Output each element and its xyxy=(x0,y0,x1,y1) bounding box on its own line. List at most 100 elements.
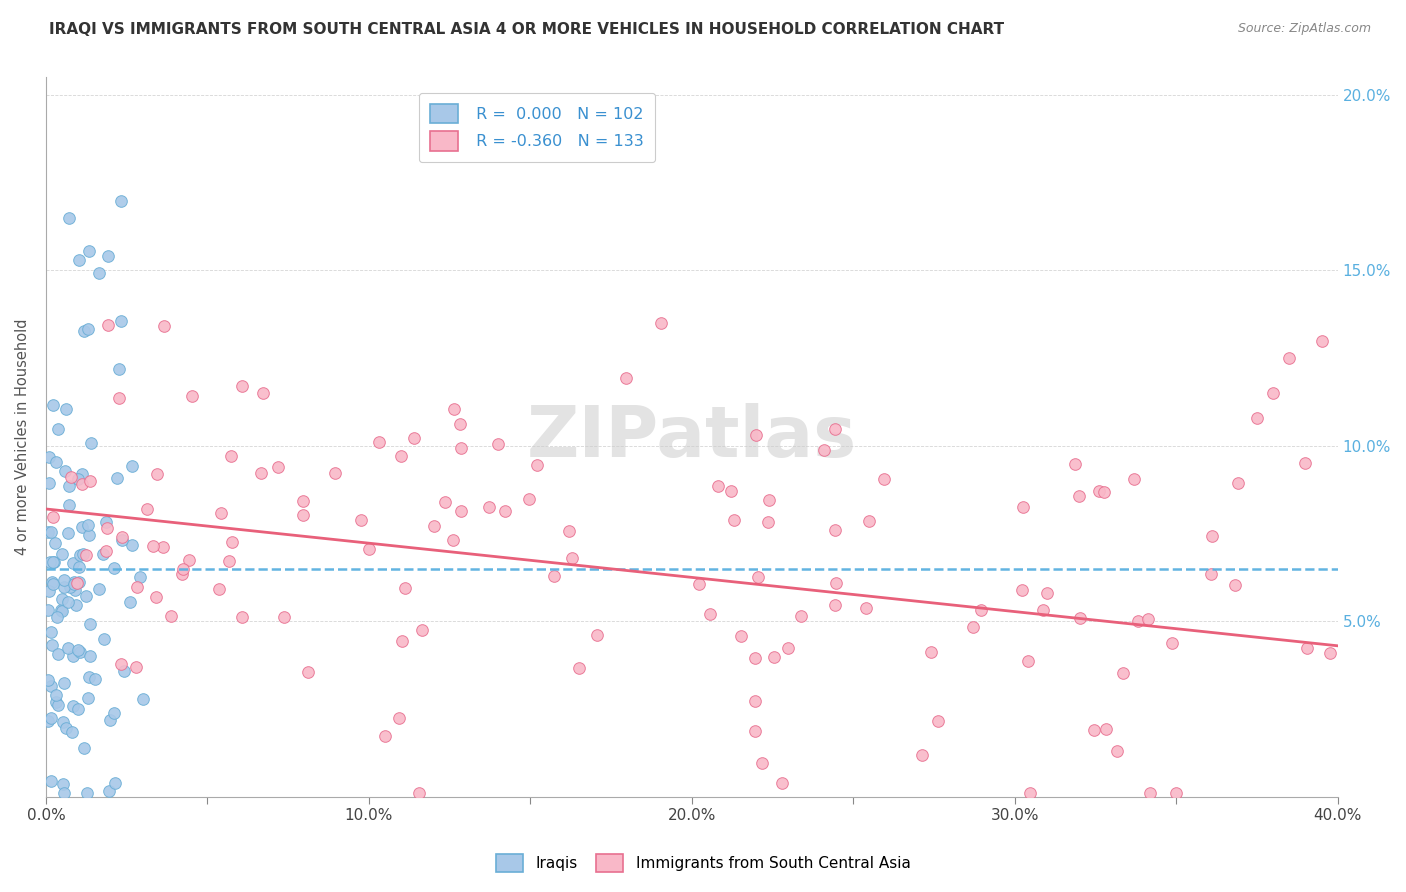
Point xyxy=(45,455,67,469)
Point xyxy=(1278,351,1301,365)
Point xyxy=(94,544,117,558)
Point xyxy=(367,434,389,449)
Point xyxy=(52,675,75,690)
Point xyxy=(103,561,125,575)
Point xyxy=(39,555,62,569)
Point xyxy=(707,479,730,493)
Point xyxy=(93,632,115,646)
Point xyxy=(970,603,993,617)
Point xyxy=(1246,410,1268,425)
Point xyxy=(142,539,165,553)
Point xyxy=(252,385,274,400)
Point xyxy=(97,318,120,333)
Point xyxy=(1069,611,1091,625)
Point xyxy=(49,603,72,617)
Point xyxy=(1319,646,1341,660)
Point xyxy=(962,619,984,633)
Point xyxy=(135,502,157,516)
Point xyxy=(1310,334,1333,348)
Point xyxy=(778,640,800,655)
Point xyxy=(855,600,877,615)
Point xyxy=(124,660,146,674)
Point xyxy=(517,492,540,507)
Point xyxy=(323,466,346,480)
Point xyxy=(1095,722,1118,736)
Point xyxy=(108,391,131,405)
Point xyxy=(83,672,105,686)
Text: Source: ZipAtlas.com: Source: ZipAtlas.com xyxy=(1237,22,1371,36)
Point xyxy=(37,673,59,687)
Point xyxy=(825,576,848,591)
Point xyxy=(756,516,779,530)
Point xyxy=(41,624,63,639)
Point xyxy=(73,324,96,338)
Point xyxy=(51,547,73,561)
Point xyxy=(97,784,120,798)
Point xyxy=(55,402,77,417)
Point xyxy=(56,594,79,608)
Point xyxy=(723,513,745,527)
Text: IRAQI VS IMMIGRANTS FROM SOUTH CENTRAL ASIA 4 OR MORE VEHICLES IN HOUSEHOLD CORR: IRAQI VS IMMIGRANTS FROM SOUTH CENTRAL A… xyxy=(49,22,1004,37)
Point xyxy=(75,548,97,562)
Point xyxy=(730,629,752,643)
Point xyxy=(389,449,412,463)
Point xyxy=(37,524,59,539)
Point xyxy=(1067,489,1090,503)
Point xyxy=(67,560,90,574)
Point xyxy=(586,628,609,642)
Point xyxy=(77,670,100,684)
Point xyxy=(87,582,110,596)
Point xyxy=(1227,475,1250,490)
Point xyxy=(121,538,143,552)
Point xyxy=(91,547,114,561)
Point xyxy=(51,592,73,607)
Point xyxy=(209,506,232,520)
Point xyxy=(152,540,174,554)
Point xyxy=(813,443,835,458)
Point xyxy=(450,503,472,517)
Point xyxy=(48,698,70,712)
Point xyxy=(111,529,134,543)
Point xyxy=(1223,578,1246,592)
Point xyxy=(41,638,63,652)
Point xyxy=(486,437,509,451)
Point xyxy=(543,569,565,583)
Point xyxy=(221,450,243,464)
Point xyxy=(76,518,98,533)
Point xyxy=(45,695,67,709)
Point xyxy=(75,589,97,603)
Point xyxy=(65,599,87,613)
Point xyxy=(60,725,83,739)
Point xyxy=(1201,566,1223,581)
Point xyxy=(89,266,111,280)
Point xyxy=(494,504,516,518)
Point xyxy=(221,534,243,549)
Point xyxy=(450,441,472,455)
Legend: Iraqis, Immigrants from South Central Asia: Iraqis, Immigrants from South Central As… xyxy=(488,846,918,880)
Legend:  R =  0.000   N = 102,  R = -0.360   N = 133: R = 0.000 N = 102, R = -0.360 N = 133 xyxy=(419,93,655,162)
Point xyxy=(44,536,66,550)
Point xyxy=(76,786,98,800)
Point xyxy=(79,617,101,632)
Point xyxy=(77,244,100,258)
Point xyxy=(104,776,127,790)
Point xyxy=(824,422,846,436)
Point xyxy=(66,472,89,486)
Point xyxy=(59,580,82,594)
Point xyxy=(63,577,86,591)
Point xyxy=(1092,485,1115,500)
Point xyxy=(441,533,464,547)
Point xyxy=(66,642,89,657)
Point xyxy=(745,428,768,442)
Point xyxy=(55,721,77,735)
Point xyxy=(56,641,79,656)
Point xyxy=(250,466,273,480)
Point xyxy=(53,464,76,478)
Point xyxy=(132,692,155,706)
Point xyxy=(96,248,118,262)
Text: ZIPatlas: ZIPatlas xyxy=(527,402,856,472)
Point xyxy=(208,582,231,596)
Point xyxy=(1032,603,1054,617)
Point xyxy=(62,575,84,590)
Point xyxy=(1139,786,1161,800)
